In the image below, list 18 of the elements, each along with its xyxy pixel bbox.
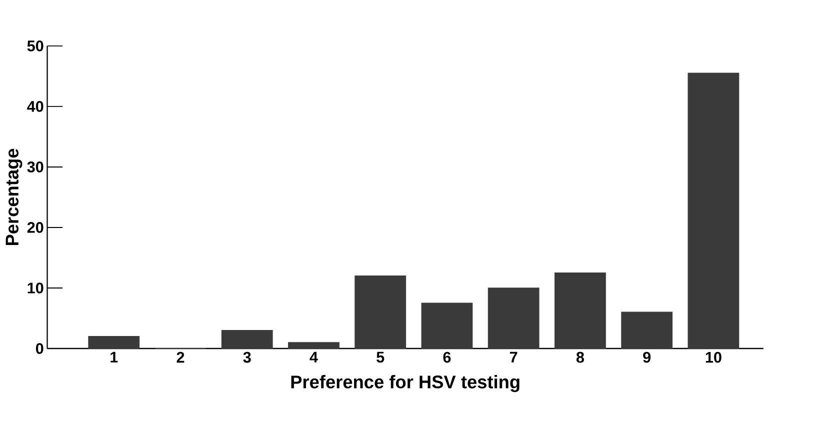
x-tick-label: 8 <box>576 352 584 363</box>
y-tick-label: 0 <box>36 343 44 354</box>
x-axis-title: Preference for HSV testing <box>291 375 520 392</box>
y-tick-label: 30 <box>27 162 44 172</box>
y-axis-title: Percentage <box>6 148 22 246</box>
x-tick-label: 4 <box>310 352 318 363</box>
x-tick-label: 3 <box>243 352 251 363</box>
x-tick-label: 7 <box>510 352 518 363</box>
y-tick-label: 50 <box>27 40 44 52</box>
y-tick-label: 40 <box>27 101 44 112</box>
x-tick-label: 5 <box>376 352 384 363</box>
x-tick-label: 6 <box>443 352 451 363</box>
y-tick-label: 20 <box>27 222 44 233</box>
x-tick-label: 10 <box>706 352 722 363</box>
y-tick-label: 10 <box>28 282 44 294</box>
x-tick-label: 1 <box>110 352 118 363</box>
x-tick-label: 2 <box>176 352 184 363</box>
x-tick-label: 9 <box>643 352 651 363</box>
